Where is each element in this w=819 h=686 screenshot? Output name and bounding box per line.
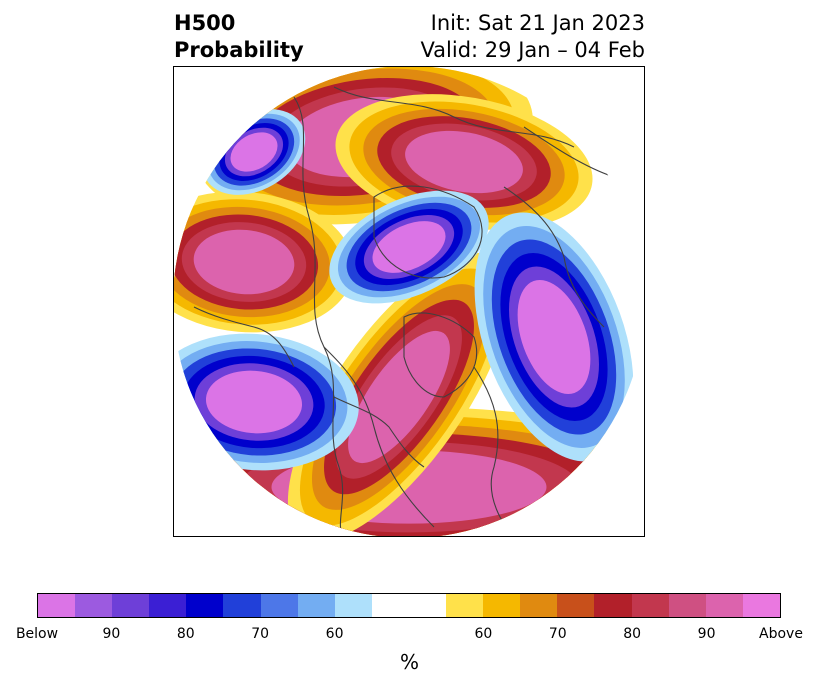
colorbar-segment xyxy=(483,594,521,617)
colorbar-tick-label: Below xyxy=(15,626,59,642)
coastline xyxy=(403,312,478,398)
colorbar-segment xyxy=(668,594,706,617)
probability-map xyxy=(173,66,645,537)
colorbar-tick-label: 80 xyxy=(176,626,195,642)
canada-ridge-contour xyxy=(348,330,450,464)
probability-colorbar xyxy=(37,593,781,618)
coastline xyxy=(323,346,435,528)
colorbar-segment xyxy=(446,594,484,617)
colorbar-tick-label: 90 xyxy=(102,626,121,642)
coastline xyxy=(333,396,425,468)
colorbar-segment xyxy=(38,594,76,617)
colorbar-segment xyxy=(149,594,187,617)
colorbar-segment xyxy=(631,594,669,617)
init-date: Init: Sat 21 Jan 2023 xyxy=(430,11,645,35)
colorbar-unit-label: % xyxy=(399,650,419,674)
coastline xyxy=(293,96,345,536)
title-right: Init: Sat 21 Jan 2023 Valid: 29 Jan – 04… xyxy=(420,10,645,64)
colorbar-segment xyxy=(223,594,261,617)
map-canvas xyxy=(174,67,644,536)
siberia-ridge-contour xyxy=(405,130,523,194)
coastline xyxy=(523,126,615,178)
colorbar-segment xyxy=(705,594,743,617)
colorbar-tick-label: 70 xyxy=(251,626,270,642)
pacific-ridge-contour xyxy=(193,229,295,295)
coastline xyxy=(193,306,295,368)
colorbar-segment xyxy=(594,594,632,617)
colorbar-tick-label: 60 xyxy=(325,626,344,642)
colorbar-tick-labels: Below 90 80 70 60 60 70 80 90 Above xyxy=(0,626,819,646)
colorbar-tick-label: 90 xyxy=(697,626,716,642)
colorbar-tick-label: Above xyxy=(759,626,803,642)
far-east-trough-contour xyxy=(230,132,278,172)
colorbar-tick-label: 60 xyxy=(474,626,493,642)
colorbar-segment xyxy=(112,594,150,617)
coastline xyxy=(373,185,483,279)
pacific-trough-contour xyxy=(205,370,303,434)
atlantic-trough-contour xyxy=(517,279,591,395)
colorbar-segment xyxy=(742,594,780,617)
colorbar-segment xyxy=(297,594,335,617)
colorbar-tick-label: 80 xyxy=(623,626,642,642)
colorbar-segment xyxy=(557,594,595,617)
colorbar-segment xyxy=(75,594,113,617)
title-variable: H500 xyxy=(174,11,236,35)
colorbar-segment xyxy=(260,594,298,617)
colorbar-segment xyxy=(371,594,447,617)
title-product: Probability xyxy=(174,38,304,62)
colorbar-segment xyxy=(186,594,224,617)
valid-range: Valid: 29 Jan – 04 Feb xyxy=(420,38,645,62)
colorbar-segment xyxy=(520,594,558,617)
arctic-trough-contour xyxy=(372,221,446,273)
colorbar-tick-label: 70 xyxy=(548,626,567,642)
title-left: H500 Probability xyxy=(174,10,304,64)
coastline xyxy=(503,186,605,328)
colorbar-segment xyxy=(334,594,372,617)
